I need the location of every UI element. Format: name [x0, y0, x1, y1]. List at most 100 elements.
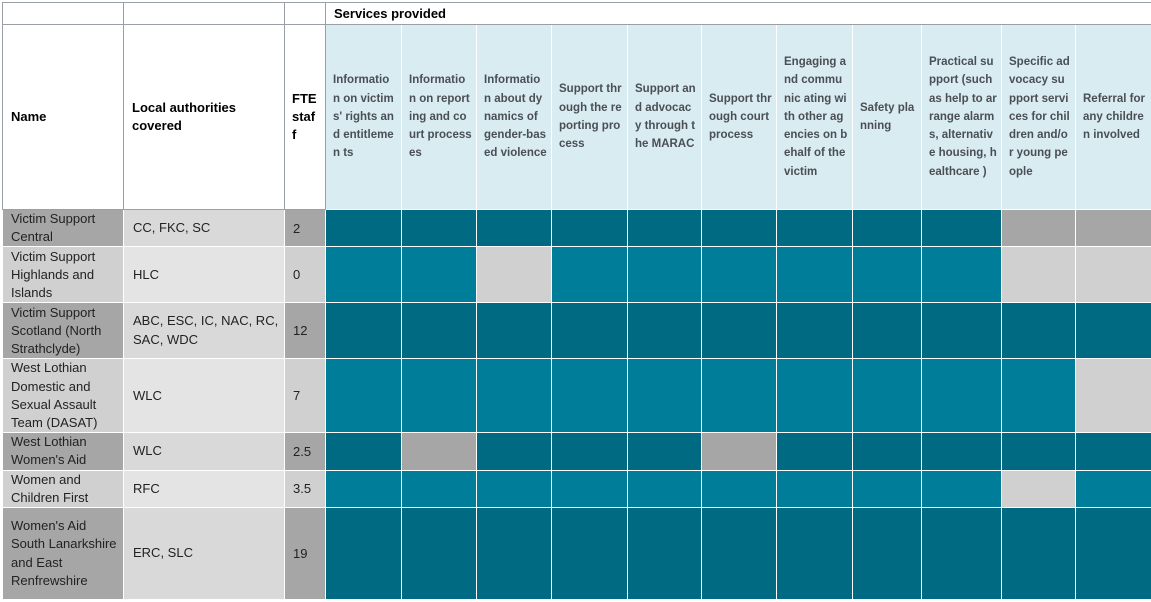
fte-staff-value: 19	[284, 507, 326, 601]
service-provided-cell	[476, 208, 552, 248]
services-provided-title: Services provided	[325, 2, 1151, 25]
service-provided-cell	[1075, 432, 1151, 471]
fte-staff-value: 2.5	[284, 432, 326, 471]
local-authorities: WLC	[123, 358, 285, 434]
service-provided-cell	[1075, 469, 1151, 509]
header-blank-name	[2, 2, 124, 25]
service-provided-cell	[401, 358, 477, 434]
column-header-service: Engaging and communic ating with other a…	[776, 24, 853, 210]
service-not-provided-cell	[401, 432, 477, 471]
service-provided-cell	[776, 358, 853, 434]
column-header-service: Support through court process	[701, 24, 777, 210]
service-provided-cell	[325, 358, 402, 434]
service-provided-cell	[551, 246, 628, 304]
service-provided-cell	[627, 246, 702, 304]
service-provided-cell	[401, 507, 477, 601]
service-provided-cell	[776, 246, 853, 304]
service-provided-cell	[325, 208, 402, 248]
service-not-provided-cell	[1001, 246, 1076, 304]
table-row: Women and Children First RFC 3.5	[2, 469, 1151, 509]
service-provided-cell	[776, 469, 853, 509]
organisation-name: West Lothian Domestic and Sexual Assault…	[2, 358, 124, 434]
service-provided-cell	[627, 302, 702, 360]
service-provided-cell	[1075, 302, 1151, 360]
service-provided-cell	[1075, 507, 1151, 601]
column-header-service: Informatio n about dynamics of gender-ba…	[476, 24, 552, 210]
local-authorities: ERC, SLC	[123, 507, 285, 601]
service-provided-cell	[852, 469, 922, 509]
column-header-fte: FTE staf f	[284, 24, 326, 210]
service-provided-cell	[701, 358, 777, 434]
column-header-service: Informatio n on reporting and court proc…	[401, 24, 477, 210]
header-blank-fte	[284, 2, 326, 25]
service-provided-cell	[1001, 358, 1076, 434]
local-authorities: ABC, ESC, IC, NAC, RC, SAC, WDC	[123, 302, 285, 360]
service-provided-cell	[921, 358, 1002, 434]
service-provided-cell	[852, 507, 922, 601]
organisation-name: West Lothian Women's Aid	[2, 432, 124, 471]
service-provided-cell	[476, 507, 552, 601]
table-body: Victim Support Central CC, FKC, SC 2 Victim…	[2, 208, 1151, 601]
local-authorities: WLC	[123, 432, 285, 471]
service-provided-cell	[551, 302, 628, 360]
service-provided-cell	[476, 302, 552, 360]
table-row: Victim Support Scotland (North Strathcly…	[2, 302, 1151, 360]
service-provided-cell	[701, 507, 777, 601]
organisation-name: Victim Support Scotland (North Strathcly…	[2, 302, 124, 360]
table-row: Victim Support Central CC, FKC, SC 2	[2, 208, 1151, 248]
service-provided-cell	[627, 358, 702, 434]
service-provided-cell	[921, 246, 1002, 304]
service-provided-cell	[852, 208, 922, 248]
fte-staff-value: 3.5	[284, 469, 326, 509]
fte-staff-value: 2	[284, 208, 326, 248]
service-provided-cell	[627, 208, 702, 248]
column-header-service: Support and advocacy through the MARAC	[627, 24, 702, 210]
service-not-provided-cell	[1075, 208, 1151, 248]
service-provided-cell	[551, 358, 628, 434]
column-header-service: Practical support (such as help to arran…	[921, 24, 1002, 210]
service-not-provided-cell	[1075, 246, 1151, 304]
service-not-provided-cell	[701, 432, 777, 471]
service-provided-cell	[921, 302, 1002, 360]
service-provided-cell	[627, 469, 702, 509]
service-provided-cell	[551, 469, 628, 509]
service-provided-cell	[325, 432, 402, 471]
column-header-local-authorities: Local authorities covered	[123, 24, 285, 210]
service-provided-cell	[551, 507, 628, 601]
service-provided-cell	[627, 432, 702, 471]
header-blank-la	[123, 2, 285, 25]
service-provided-cell	[776, 507, 853, 601]
service-provided-cell	[921, 469, 1002, 509]
service-provided-cell	[701, 246, 777, 304]
column-header-service: Specific advocacy support services for c…	[1001, 24, 1076, 210]
fte-staff-value: 7	[284, 358, 326, 434]
column-header-service: Referral for any children involved	[1075, 24, 1151, 210]
fte-staff-value: 0	[284, 246, 326, 304]
table-row: West Lothian Women's Aid WLC 2.5	[2, 432, 1151, 471]
organisation-name: Victim Support Highlands and Islands	[2, 246, 124, 304]
service-provided-cell	[921, 432, 1002, 471]
table-row: Women's Aid South Lanarkshire and East R…	[2, 507, 1151, 601]
fte-staff-value: 12	[284, 302, 326, 360]
service-provided-cell	[776, 432, 853, 471]
column-header-service: Support through the reporting process	[551, 24, 628, 210]
service-provided-cell	[551, 432, 628, 471]
service-provided-cell	[852, 246, 922, 304]
service-provided-cell	[701, 208, 777, 248]
service-provided-cell	[401, 208, 477, 248]
service-provided-cell	[627, 507, 702, 601]
service-provided-cell	[551, 208, 628, 248]
table-row: Victim Support Highlands and Islands HLC 0	[2, 246, 1151, 304]
service-provided-cell	[1001, 507, 1076, 601]
service-provided-cell	[1001, 302, 1076, 360]
column-header-name: Name	[2, 24, 124, 210]
service-provided-cell	[325, 507, 402, 601]
service-provided-cell	[401, 302, 477, 360]
service-provided-cell	[852, 302, 922, 360]
organisation-name: Women and Children First	[2, 469, 124, 509]
local-authorities: HLC	[123, 246, 285, 304]
service-provided-cell	[401, 246, 477, 304]
service-not-provided-cell	[1001, 469, 1076, 509]
service-provided-cell	[776, 302, 853, 360]
service-not-provided-cell	[1001, 208, 1076, 248]
